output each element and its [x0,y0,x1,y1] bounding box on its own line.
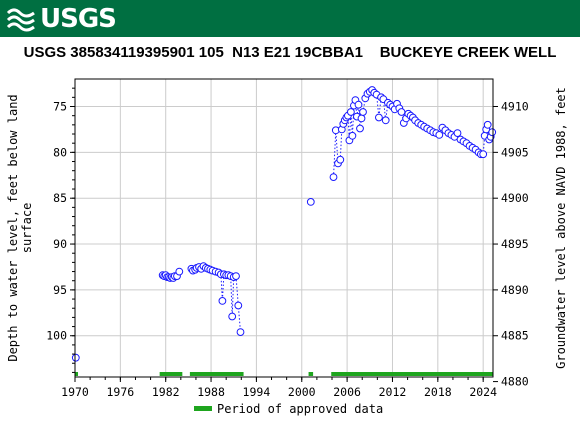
data-point [306,198,315,206]
legend-swatch [194,406,212,411]
y-right-tick-label: 4900 [501,191,529,205]
legend: Period of approved data [194,402,383,416]
y-right-tick-label: 4895 [501,237,529,251]
y-left-tick-label: 95 [53,283,67,297]
data-point [356,124,364,133]
legend-label: Period of approved data [217,402,383,416]
usgs-logo[interactable]: USGS [6,4,117,34]
chart-title: USGS 385834119395901 105 N13 E21 19CBBA1… [23,44,557,61]
data-point [348,131,357,140]
data-point [488,128,497,137]
y-left-tick-label: 75 [53,100,67,114]
data-point [228,312,237,321]
approved-period-bar [75,372,79,376]
x-tick-label: 1988 [197,385,225,399]
x-tick-label: 2018 [424,385,452,399]
data-point [397,108,406,116]
x-tick-label: 1982 [152,385,180,399]
data-point [479,150,488,159]
data-point [175,267,184,276]
data-point [329,173,338,182]
x-tick-label: 1970 [61,385,89,399]
data-point [357,114,366,123]
y-right-tick-label: 4905 [501,145,529,159]
y-left-tick-label: 100 [46,329,67,343]
y-left-tick-label: 85 [53,191,67,205]
y-axis-left-label-line2: surface [20,203,34,254]
approved-period-bar [159,372,183,376]
data-point [234,301,243,310]
data-point [336,155,345,164]
plot-frame [74,78,494,378]
data-point [218,297,227,305]
y-right-tick-label: 4885 [501,329,529,343]
y-right-tick-label: 4880 [501,375,529,389]
x-tick-label: 2012 [379,385,407,399]
data-point [435,131,444,139]
x-tick-label: 2024 [469,385,497,399]
y-axis-left-label-line1: Depth to water level, feet below land [6,94,20,361]
y-axis-right-label: Groundwater level above NAVD 1988, feet [554,87,568,369]
data-point [236,328,245,337]
usgs-banner: USGS [0,0,580,37]
data-point [381,116,390,125]
usgs-wave-icon [6,5,36,33]
series-connector [191,265,241,333]
data-point [359,108,367,116]
x-tick-label: 1994 [243,385,271,399]
x-tick-label: 1976 [107,385,135,399]
y-left-tick-label: 90 [53,237,67,251]
approved-period-bar [331,372,493,376]
x-tick-label: 2006 [333,385,361,399]
data-point [71,353,80,362]
approved-period-bar [308,372,314,376]
y-right-tick-label: 4910 [501,100,529,114]
data-point [354,100,363,109]
x-tick-label: 2000 [288,385,316,399]
approved-periods [75,372,493,376]
data-point [453,129,462,138]
axis-ticks: 1970 1976 1982 1988 1994 2000 2006 2012 2018 2024… [46,87,529,399]
data-point [232,272,240,281]
y-right-tick-label: 4890 [501,283,529,297]
data-point [375,113,383,122]
data-point [347,108,355,116]
usgs-logo-text: USGS [40,4,117,34]
grid-lines [74,79,493,377]
approved-period-bar [189,372,244,376]
data-point [483,120,492,129]
data-series [71,86,497,362]
y-left-tick-label: 80 [53,145,67,159]
